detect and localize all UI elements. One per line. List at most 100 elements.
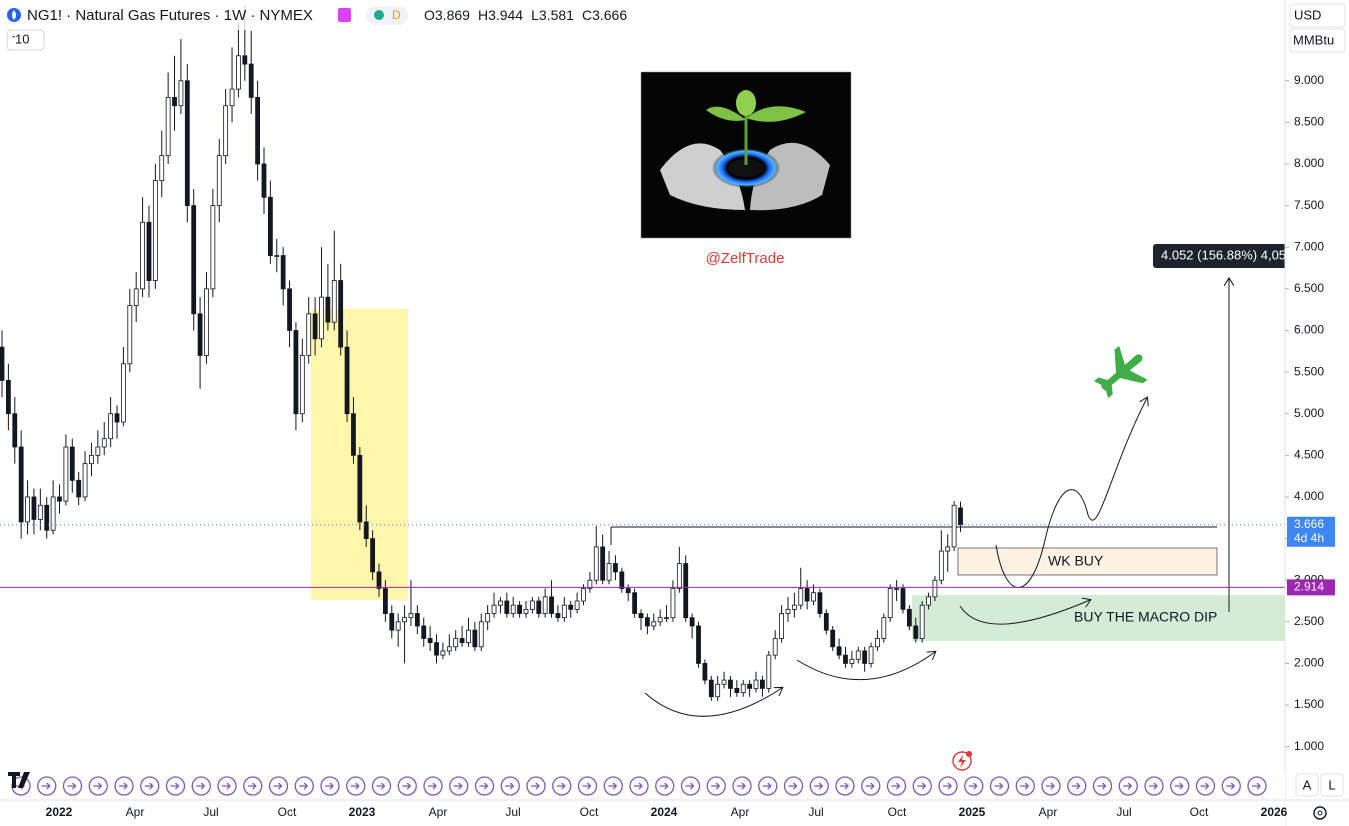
- candle-body: [165, 96, 171, 157]
- candle-body: [945, 546, 951, 552]
- scale-button-label[interactable]: L: [1328, 777, 1335, 792]
- candle-body: [887, 588, 893, 619]
- candle-body: [108, 413, 114, 440]
- event-icon-arrow: [1226, 782, 1236, 790]
- event-icon-arrow: [711, 782, 721, 790]
- candle-body: [906, 608, 912, 627]
- event-icon-arrow: [943, 782, 952, 790]
- y-tick-label: 9.000: [1294, 73, 1324, 87]
- candle-body: [159, 155, 165, 182]
- candle-body: [466, 629, 471, 644]
- currency-button[interactable]: [1289, 3, 1346, 28]
- ohlc-label: L: [531, 7, 539, 23]
- event-icon-arrow: [1123, 782, 1133, 790]
- settings-icon[interactable]: [1313, 806, 1327, 820]
- event-icon-arrow: [685, 782, 695, 790]
- wk-buy-zone: [957, 547, 1218, 576]
- candles: [0, 5, 963, 701]
- candle-body: [696, 625, 701, 664]
- interval-box[interactable]: [6, 29, 45, 51]
- candle-body: [63, 446, 69, 502]
- logo[interactable]: [8, 772, 30, 788]
- candle-body: [587, 579, 593, 589]
- candle-body: [849, 658, 855, 664]
- ohlc-legend: O3.869 H3.944 L3.581 C3.666: [424, 7, 627, 23]
- candle-body: [702, 663, 708, 681]
- candle-body: [753, 679, 759, 689]
- price-tag: [1287, 579, 1335, 596]
- ohlc-label: O: [424, 7, 435, 23]
- event-icon-arrow: [1200, 782, 1210, 790]
- event-icon-arrow: [119, 782, 128, 790]
- x-tick-label: 2022: [46, 805, 73, 819]
- candle-body: [772, 638, 778, 656]
- x-axis: 2022 Apr Jul Oct 2023 Apr Jul Oct 2024 Apr Jul Oct 2…: [0, 770, 1349, 826]
- settings-icon-core: [1317, 810, 1323, 816]
- y-axis: 1.0001.5002.0002.5003.0003.5004.0004.500…: [1285, 73, 1335, 753]
- event-icon-arrow: [144, 782, 154, 790]
- interval-text[interactable]: 10: [15, 31, 29, 46]
- annotation: WK BUY: [1048, 553, 1104, 569]
- candle-body: [82, 463, 88, 498]
- candle-body: [919, 604, 925, 639]
- event-icon-arrow: [840, 782, 849, 790]
- x-tick-label: 2025: [959, 805, 986, 819]
- alert-icon[interactable]: [952, 751, 972, 771]
- event-icon-arrow: [67, 782, 77, 790]
- currency[interactable]: USD: [1294, 7, 1321, 22]
- status-badge: [366, 6, 408, 25]
- x-tick-label: Oct: [580, 805, 599, 819]
- candle-body: [325, 296, 331, 323]
- candle-body: [248, 63, 254, 98]
- candle-body: [25, 496, 30, 523]
- ohlc-value: 3.944: [488, 7, 523, 23]
- event-icon-arrow: [41, 782, 51, 790]
- candle-body: [453, 638, 459, 648]
- scale-button-label[interactable]: A: [1303, 777, 1312, 792]
- candle-body: [811, 592, 816, 602]
- ohlc-value: 3.581: [539, 7, 574, 23]
- candle-body: [274, 255, 280, 257]
- candle-body: [632, 592, 638, 614]
- candle-body: [574, 600, 580, 610]
- event-icon-arrow: [453, 782, 463, 790]
- flag-icon[interactable]: [338, 8, 351, 22]
- y-tick-label: 2.000: [1294, 656, 1324, 670]
- candle-body: [197, 313, 203, 356]
- candle-body: [715, 683, 721, 698]
- candle-body: [664, 617, 669, 620]
- candle-body: [376, 571, 382, 589]
- y-tick-label: 8.000: [1294, 156, 1324, 170]
- candle-body: [836, 646, 842, 656]
- scale-button[interactable]: [1320, 773, 1344, 797]
- event-icon-arrow: [170, 782, 180, 790]
- candle-body: [875, 638, 880, 648]
- candle-body: [44, 504, 50, 531]
- scale-button[interactable]: [1295, 773, 1319, 797]
- y-tick-label: 2.500: [1294, 614, 1324, 628]
- candle-body: [517, 604, 522, 614]
- candle-body: [319, 296, 324, 340]
- x-tick-label: 2024: [651, 805, 678, 819]
- candle-body: [779, 613, 784, 639]
- unit[interactable]: MMBtu: [1293, 32, 1334, 47]
- event-icon-arrow: [1252, 782, 1261, 790]
- event-icon-arrow: [1046, 782, 1055, 790]
- candle-body: [900, 588, 906, 610]
- symbol-title[interactable]: NG1! · Natural Gas Futures · 1W · NYMEX: [27, 7, 313, 24]
- candle-body: [31, 496, 37, 520]
- y-tick-label: 7.000: [1294, 239, 1324, 253]
- y-tick-label: 5.500: [1294, 364, 1324, 378]
- event-icon-arrow: [350, 782, 360, 790]
- candle-body: [0, 346, 5, 381]
- candle-body: [913, 625, 919, 639]
- candle-body: [644, 617, 650, 627]
- unit-button[interactable]: [1289, 28, 1346, 53]
- candle-body: [5, 380, 11, 415]
- ohlc-value: 3.869: [435, 7, 470, 23]
- header: NG1! · Natural Gas Futures · 1W · NYMEX …: [0, 0, 640, 51]
- candle-body: [657, 617, 663, 623]
- x-tick-label: Apr: [429, 805, 448, 819]
- airplane-icon: [1094, 345, 1148, 399]
- candle-body: [95, 446, 101, 456]
